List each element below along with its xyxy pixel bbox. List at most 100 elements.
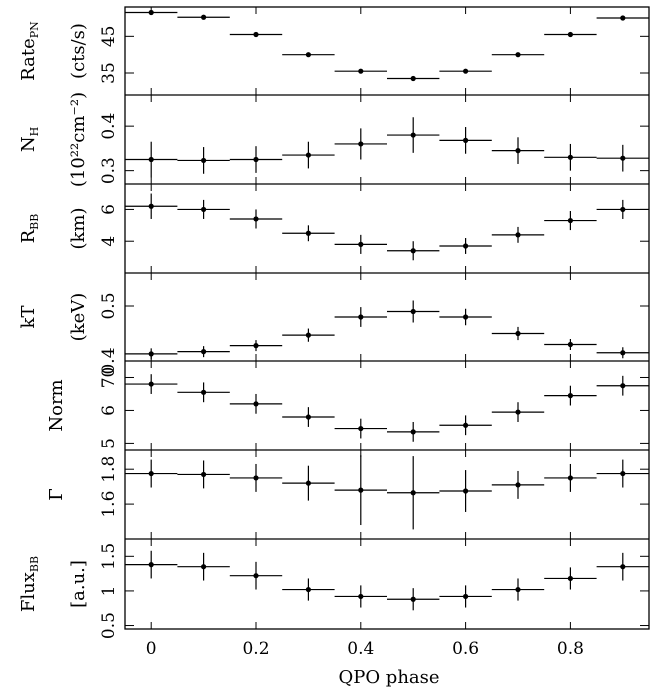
data-point bbox=[620, 470, 626, 477]
data-point bbox=[358, 314, 364, 320]
data-point bbox=[620, 15, 626, 21]
y-tick-label: 70 bbox=[99, 367, 119, 389]
data-point bbox=[515, 52, 521, 58]
data-point bbox=[358, 593, 364, 600]
y-axis-label: Γ bbox=[46, 488, 67, 501]
data-point bbox=[410, 596, 416, 602]
data-point bbox=[620, 564, 626, 570]
data-point bbox=[463, 593, 469, 600]
y-tick-label: 45 bbox=[99, 26, 119, 48]
data-point bbox=[410, 429, 416, 435]
y-axis-label: RBB bbox=[18, 214, 41, 244]
y-tick-label: 1.6 bbox=[99, 491, 119, 518]
y-axis-label-unit: [a.u.] bbox=[68, 560, 89, 608]
data-point bbox=[567, 217, 574, 224]
data-point bbox=[410, 490, 416, 496]
data-point bbox=[515, 409, 521, 415]
data-point bbox=[253, 401, 259, 407]
data-point bbox=[515, 586, 521, 593]
x-tick-label: 0.2 bbox=[242, 639, 269, 659]
x-tick-label: 0.8 bbox=[557, 639, 584, 659]
data-point bbox=[463, 68, 469, 74]
data-point bbox=[305, 586, 311, 593]
data-point bbox=[463, 137, 469, 143]
y-tick-label: 0.3 bbox=[99, 157, 119, 184]
data-point bbox=[201, 157, 207, 164]
data-point bbox=[253, 343, 259, 349]
y-axis-label-unit: (km) bbox=[68, 207, 89, 249]
data-point bbox=[620, 206, 626, 213]
y-tick-label: 1.8 bbox=[99, 456, 119, 483]
data-point bbox=[305, 230, 311, 236]
data-point bbox=[463, 488, 469, 494]
data-point bbox=[410, 132, 416, 138]
data-point bbox=[567, 393, 574, 399]
data-point bbox=[358, 68, 364, 74]
data-point bbox=[201, 14, 207, 20]
data-point bbox=[148, 9, 154, 16]
x-tick-label: 0 bbox=[146, 639, 157, 659]
data-point bbox=[305, 332, 311, 338]
y-axis-label: NH bbox=[18, 127, 41, 152]
data-point bbox=[410, 308, 416, 315]
data-point bbox=[148, 470, 154, 477]
data-point bbox=[620, 350, 626, 356]
y-axis-label-unit: (keV) bbox=[68, 293, 89, 342]
data-point bbox=[358, 141, 364, 147]
data-point bbox=[305, 480, 311, 486]
x-tick-label: 0.6 bbox=[452, 639, 479, 659]
data-point bbox=[358, 487, 364, 493]
y-axis-label: FluxBB bbox=[18, 556, 41, 612]
y-tick-label: 0.5 bbox=[99, 292, 119, 319]
y-axis-label: Norm bbox=[46, 379, 67, 431]
y-tick-label: 5 bbox=[99, 438, 119, 449]
data-point bbox=[567, 575, 574, 582]
data-point bbox=[515, 148, 521, 154]
y-tick-label: 1 bbox=[99, 586, 119, 597]
data-point bbox=[305, 52, 311, 58]
data-point bbox=[253, 573, 259, 579]
data-point bbox=[410, 75, 416, 82]
y-tick-label: 0.4 bbox=[99, 113, 119, 140]
data-point bbox=[305, 414, 311, 420]
y-tick-label: 0.5 bbox=[99, 612, 119, 639]
data-point bbox=[515, 232, 521, 238]
data-point bbox=[358, 425, 364, 432]
y-axis-label-subscript: BB bbox=[28, 214, 41, 230]
data-point bbox=[148, 203, 154, 209]
data-point bbox=[463, 314, 469, 320]
y-axis-label-subscript: BB bbox=[28, 556, 41, 572]
data-point bbox=[620, 383, 626, 389]
data-point bbox=[463, 422, 469, 428]
data-point bbox=[253, 216, 259, 222]
data-point bbox=[567, 341, 574, 348]
data-point bbox=[253, 156, 259, 163]
y-tick-label: 6 bbox=[99, 405, 119, 416]
data-point bbox=[620, 155, 626, 161]
data-point bbox=[201, 471, 207, 478]
y-tick-label: 6 bbox=[99, 204, 119, 215]
data-point bbox=[148, 156, 154, 163]
data-point bbox=[201, 389, 207, 395]
plot-frame bbox=[124, 6, 650, 630]
y-axis-label: RatePN bbox=[18, 21, 41, 81]
data-point bbox=[567, 31, 574, 38]
data-point bbox=[567, 475, 574, 481]
y-axis-label-unit: (cts/s) bbox=[68, 23, 89, 79]
y-tick-label: 35 bbox=[99, 62, 119, 84]
data-point bbox=[410, 248, 416, 254]
data-point bbox=[515, 330, 521, 337]
data-point bbox=[201, 206, 207, 213]
x-tick-label: 0.4 bbox=[347, 639, 374, 659]
data-point bbox=[358, 241, 364, 247]
y-axis-label-subscript: PN bbox=[28, 21, 41, 38]
data-point bbox=[148, 351, 154, 357]
data-point bbox=[253, 475, 259, 481]
y-tick-label: 1.5 bbox=[99, 543, 119, 570]
y-tick-label: 4 bbox=[99, 236, 119, 247]
data-point bbox=[201, 564, 207, 570]
y-tick-label: 0.4 bbox=[99, 347, 119, 374]
data-point bbox=[567, 154, 574, 160]
data-point bbox=[201, 349, 207, 355]
